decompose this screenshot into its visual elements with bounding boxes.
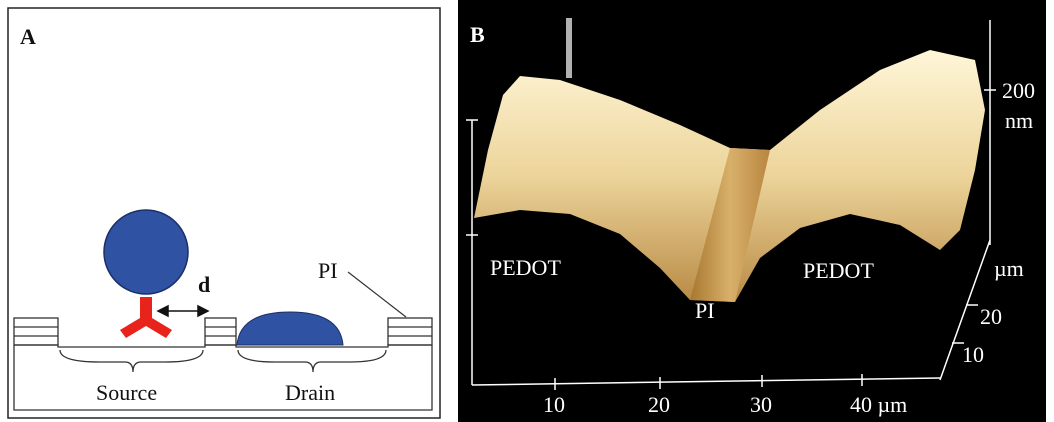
y-tick: 10 [962,342,984,367]
left-material: PEDOT [490,255,561,280]
spike [566,18,572,78]
distance-label: d [198,272,210,297]
panel-label: B [470,22,485,47]
x-tick: 30 [750,392,772,417]
figure: A d PI Source Drain [0,0,1054,422]
panel-frame [8,8,440,418]
x-tick: 10 [543,392,565,417]
source-label: Source [96,380,157,405]
x-tick: 40 µm [850,392,907,417]
drain-label: Drain [285,380,335,405]
y-unit: µm [994,256,1024,281]
panel-a: A d PI Source Drain [8,8,440,418]
y-tick: 20 [980,304,1002,329]
panel-b: B 200 nm PEDOT PEDOT PI 10 20 30 40 µm µ… [458,0,1046,422]
x-tick: 20 [648,392,670,417]
particle [104,210,188,294]
panel-label: A [20,24,36,49]
pi-label: PI [318,258,338,283]
page: A d PI Source Drain [0,0,1054,422]
center-material: PI [695,298,715,323]
right-material: PEDOT [803,258,874,283]
z-tick: 200 [1002,78,1035,103]
z-unit: nm [1005,108,1033,133]
